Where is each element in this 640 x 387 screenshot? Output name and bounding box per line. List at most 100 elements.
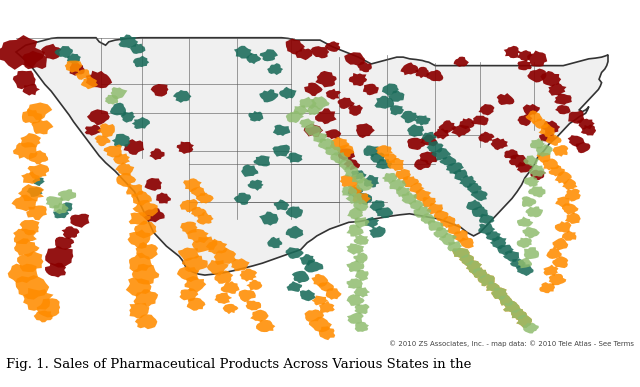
- Polygon shape: [543, 158, 559, 170]
- Polygon shape: [27, 187, 44, 197]
- Polygon shape: [357, 62, 372, 72]
- Polygon shape: [522, 196, 536, 207]
- Polygon shape: [214, 292, 232, 304]
- Polygon shape: [471, 116, 488, 125]
- Polygon shape: [516, 238, 532, 248]
- Polygon shape: [346, 294, 365, 306]
- Polygon shape: [466, 200, 482, 210]
- Polygon shape: [531, 170, 546, 180]
- Polygon shape: [369, 226, 386, 238]
- Polygon shape: [312, 132, 327, 143]
- Polygon shape: [486, 281, 500, 291]
- Polygon shape: [426, 203, 443, 214]
- Polygon shape: [116, 173, 136, 187]
- Polygon shape: [8, 264, 38, 283]
- Polygon shape: [279, 87, 296, 99]
- Text: Fig. 1. Sales of Pharmaceutical Products Across Various States in the: Fig. 1. Sales of Pharmaceutical Products…: [6, 358, 472, 371]
- Polygon shape: [337, 159, 354, 170]
- Polygon shape: [524, 247, 539, 259]
- Polygon shape: [414, 115, 430, 126]
- Polygon shape: [554, 94, 572, 105]
- Polygon shape: [419, 151, 438, 164]
- Polygon shape: [407, 124, 424, 137]
- Polygon shape: [126, 278, 152, 296]
- Polygon shape: [353, 252, 367, 264]
- Polygon shape: [53, 209, 69, 218]
- Polygon shape: [286, 111, 304, 123]
- Polygon shape: [315, 108, 337, 124]
- Polygon shape: [555, 105, 571, 114]
- Polygon shape: [253, 156, 270, 166]
- Polygon shape: [234, 193, 251, 205]
- Polygon shape: [346, 224, 364, 236]
- Polygon shape: [415, 67, 429, 78]
- Polygon shape: [319, 326, 335, 340]
- Polygon shape: [45, 246, 74, 267]
- Polygon shape: [45, 196, 63, 209]
- Polygon shape: [351, 173, 365, 183]
- Polygon shape: [273, 125, 291, 136]
- Polygon shape: [511, 309, 527, 320]
- Polygon shape: [326, 89, 341, 99]
- Polygon shape: [353, 287, 370, 298]
- Polygon shape: [517, 216, 533, 227]
- Polygon shape: [524, 176, 540, 187]
- Polygon shape: [356, 123, 375, 138]
- Polygon shape: [214, 248, 236, 265]
- Polygon shape: [22, 84, 40, 96]
- Polygon shape: [446, 162, 464, 175]
- Polygon shape: [246, 300, 261, 310]
- Polygon shape: [177, 142, 194, 154]
- Polygon shape: [562, 231, 577, 241]
- Polygon shape: [363, 84, 379, 95]
- Polygon shape: [250, 310, 269, 322]
- Polygon shape: [65, 60, 83, 73]
- Polygon shape: [286, 226, 303, 239]
- Polygon shape: [150, 84, 168, 97]
- Polygon shape: [53, 203, 68, 214]
- Polygon shape: [285, 206, 303, 219]
- Polygon shape: [530, 138, 545, 149]
- Polygon shape: [246, 280, 262, 291]
- Polygon shape: [354, 217, 369, 228]
- Polygon shape: [126, 184, 143, 197]
- Polygon shape: [504, 46, 520, 58]
- Polygon shape: [311, 46, 329, 58]
- Polygon shape: [516, 315, 532, 328]
- Polygon shape: [111, 87, 127, 99]
- Polygon shape: [248, 180, 264, 191]
- Polygon shape: [434, 210, 449, 221]
- Polygon shape: [104, 144, 122, 158]
- Polygon shape: [306, 105, 322, 115]
- Polygon shape: [364, 175, 380, 188]
- Polygon shape: [465, 260, 482, 273]
- Polygon shape: [472, 267, 487, 279]
- Polygon shape: [23, 288, 54, 311]
- Polygon shape: [259, 212, 278, 226]
- Polygon shape: [16, 38, 608, 275]
- Polygon shape: [580, 124, 596, 135]
- Polygon shape: [451, 125, 470, 137]
- Polygon shape: [325, 146, 340, 156]
- Polygon shape: [516, 315, 532, 328]
- Polygon shape: [383, 154, 397, 164]
- Polygon shape: [260, 49, 278, 61]
- Polygon shape: [132, 117, 150, 129]
- Polygon shape: [97, 123, 115, 137]
- Polygon shape: [543, 265, 559, 276]
- Polygon shape: [18, 184, 44, 201]
- Polygon shape: [134, 221, 157, 238]
- Polygon shape: [517, 114, 532, 126]
- Polygon shape: [221, 281, 239, 294]
- Polygon shape: [312, 274, 328, 287]
- Polygon shape: [539, 131, 555, 142]
- Polygon shape: [75, 69, 91, 80]
- Polygon shape: [477, 274, 495, 286]
- Polygon shape: [527, 68, 547, 82]
- Polygon shape: [486, 281, 500, 291]
- Polygon shape: [285, 39, 305, 55]
- Polygon shape: [382, 84, 399, 96]
- Polygon shape: [525, 206, 543, 217]
- Polygon shape: [346, 193, 362, 204]
- Polygon shape: [422, 132, 437, 143]
